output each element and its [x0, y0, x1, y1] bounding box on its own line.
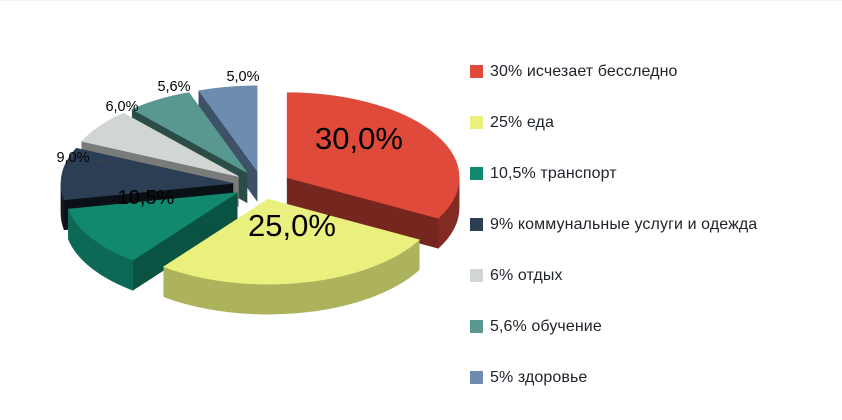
- pie-slice-top-face: [131, 92, 248, 173]
- pie-slice-transport: [68, 192, 238, 291]
- legend-item-leisure: 6% отдых: [470, 250, 757, 301]
- legend-item-disappears: 30% исчезает бесследно: [470, 46, 757, 97]
- pie-slice-disappears: [286, 92, 460, 249]
- legend-item-transport: 10,5% транспорт: [470, 148, 757, 199]
- legend-label: 9% коммунальные услуги и одежда: [490, 215, 758, 233]
- label-leader-line: [94, 159, 106, 164]
- pie-slice-top-face: [68, 192, 238, 261]
- legend-color-swatch-icon: [470, 167, 483, 180]
- data-label-disappears: 30,0%: [315, 121, 403, 156]
- legend-item-utilities-clothes: 9% коммунальные услуги и одежда: [470, 199, 757, 250]
- data-label-leisure: 6,0%: [105, 99, 138, 115]
- pie-slice-top-face: [163, 198, 420, 285]
- pie-slice-food: [163, 198, 420, 315]
- data-label-transport: 10,5%: [118, 187, 175, 209]
- legend-label: 10,5% транспорт: [490, 164, 617, 182]
- legend-item-food: 25% еда: [470, 97, 757, 148]
- chart-legend: 30% исчезает бесследно 25% еда 10,5% транс…: [470, 46, 757, 403]
- legend-label: 30% исчезает бесследно: [490, 62, 678, 80]
- legend-item-education: 5,6% обучение: [470, 301, 757, 352]
- data-label-health: 5,0%: [226, 69, 259, 85]
- legend-color-swatch-icon: [470, 269, 483, 282]
- data-label-food: 25,0%: [248, 208, 336, 243]
- legend-color-swatch-icon: [470, 218, 483, 231]
- data-label-education: 5,6%: [157, 79, 190, 95]
- legend-label: 5% здоровье: [490, 368, 588, 386]
- pie-slice-top-face: [198, 85, 258, 172]
- legend-label: 25% еда: [490, 113, 554, 131]
- data-label-utilities-clothes: 9,0%: [56, 150, 89, 166]
- pie-slice-top-face: [286, 92, 460, 219]
- pie-slice-top-face: [81, 112, 239, 177]
- window-top-border: [0, 0, 842, 1]
- legend-label: 6% отдых: [490, 266, 563, 284]
- legend-item-health: 5% здоровье: [470, 352, 757, 403]
- legend-color-swatch-icon: [470, 320, 483, 333]
- legend-color-swatch-icon: [470, 371, 483, 384]
- legend-label: 5,6% обучение: [490, 317, 602, 335]
- legend-color-swatch-icon: [470, 65, 483, 78]
- pie-slice-top-face: [60, 147, 234, 201]
- legend-color-swatch-icon: [470, 116, 483, 129]
